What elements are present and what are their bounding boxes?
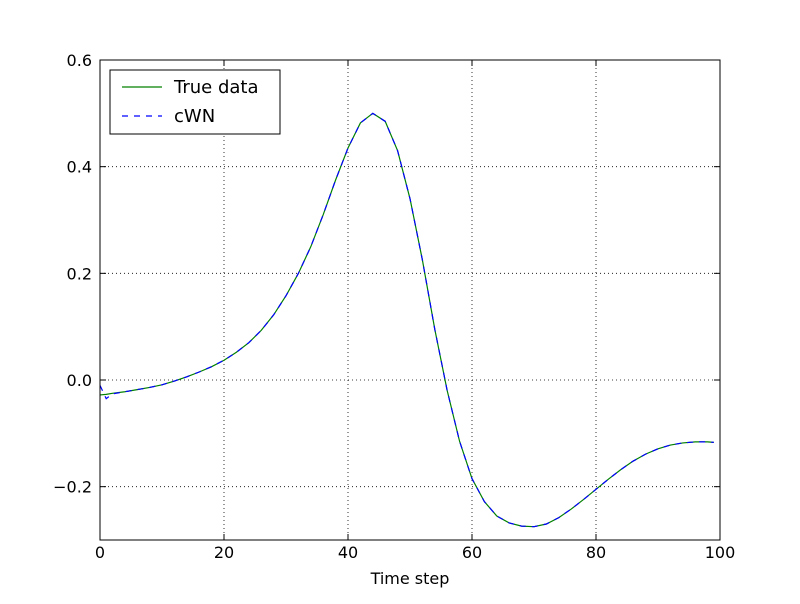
- x-axis-label: Time step: [370, 569, 450, 588]
- x-tick-label: 60: [462, 543, 482, 562]
- x-tick-label: 0: [95, 543, 105, 562]
- x-tick-label: 100: [705, 543, 736, 562]
- y-tick-label: 0.6: [67, 51, 92, 70]
- y-tick-label: 0.0: [67, 371, 92, 390]
- y-tick-label: 0.2: [67, 264, 92, 283]
- plot-frame: [99, 59, 721, 541]
- x-tick-label: 20: [214, 543, 234, 562]
- x-tick-label: 40: [338, 543, 358, 562]
- x-tick-label: 80: [586, 543, 606, 562]
- legend-box: [109, 69, 281, 135]
- legend-label: True data: [173, 77, 259, 98]
- data-line: [99, 112, 714, 528]
- y-tick-label: 0.4: [67, 158, 92, 177]
- y-tick-label: −0.2: [53, 478, 92, 497]
- legend-label: cWN: [174, 106, 215, 127]
